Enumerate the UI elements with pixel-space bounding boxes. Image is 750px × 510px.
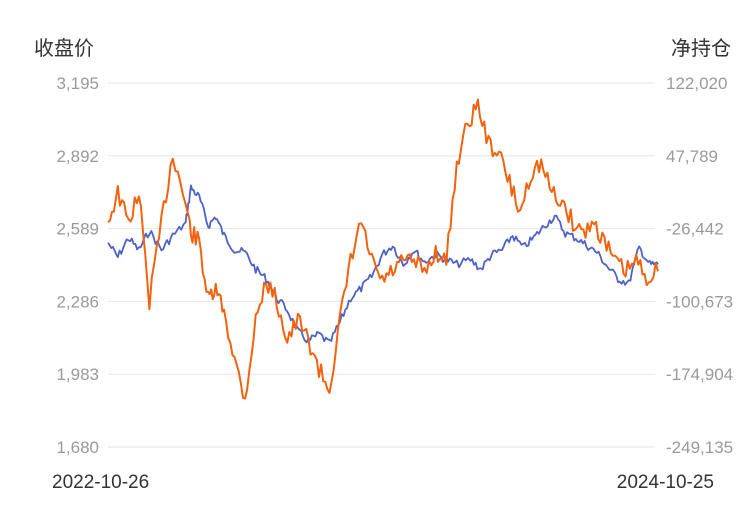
left-tick-label: 2,892	[56, 147, 99, 166]
right-tick-label: -26,442	[666, 220, 724, 239]
left-tick-label: 2,589	[56, 220, 99, 239]
left-axis-label: 收盘价	[34, 36, 94, 60]
left-tick-label: 3,195	[56, 74, 99, 93]
x-tick-end: 2024-10-25	[617, 472, 714, 493]
right-tick-label: 122,020	[666, 74, 727, 93]
right-tick-label: 47,789	[666, 147, 718, 166]
blue-series-line	[107, 184, 659, 344]
grid-lines	[108, 82, 655, 448]
left-axis-ticks: 3,195 2,892 2,589 2,286 1,983 1,680	[56, 74, 99, 457]
x-tick-start: 2022-10-26	[52, 472, 149, 493]
right-tick-label: -249,135	[666, 438, 733, 457]
right-axis-label: 净持仓	[671, 36, 731, 60]
right-tick-label: -174,904	[666, 365, 733, 384]
left-tick-label: 2,286	[56, 292, 99, 311]
left-tick-label: 1,680	[56, 438, 99, 457]
right-axis-ticks: 122,020 47,789 -26,442 -100,673 -174,904 -249…	[666, 74, 733, 457]
series-layer	[107, 98, 659, 400]
orange-series-line	[107, 98, 659, 400]
left-tick-label: 1,983	[56, 365, 99, 384]
right-tick-label: -100,673	[666, 292, 733, 311]
